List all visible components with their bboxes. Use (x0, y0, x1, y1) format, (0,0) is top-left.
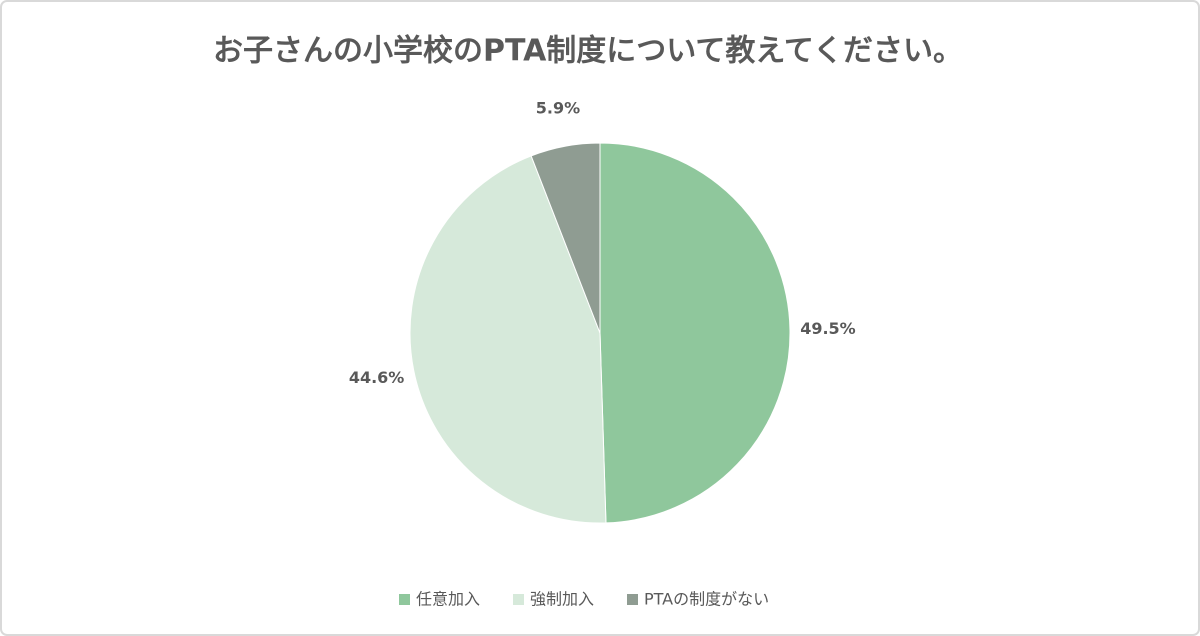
legend-label: 強制加入 (530, 590, 594, 609)
legend-label: 任意加入 (416, 590, 480, 609)
chart-title: お子さんの小学校のPTA制度について教えてください。 (213, 34, 963, 69)
legend-swatch (399, 594, 410, 605)
legend-swatch (513, 594, 524, 605)
data-label: 44.6% (349, 368, 405, 387)
legend-swatch (627, 594, 638, 605)
pie-slice (599, 142, 791, 524)
data-label: 5.9% (536, 98, 580, 117)
legend-label: PTAの制度がない (644, 590, 769, 609)
pie-slice (530, 142, 601, 334)
pie-slice (409, 155, 607, 524)
data-label: 49.5% (800, 319, 856, 338)
